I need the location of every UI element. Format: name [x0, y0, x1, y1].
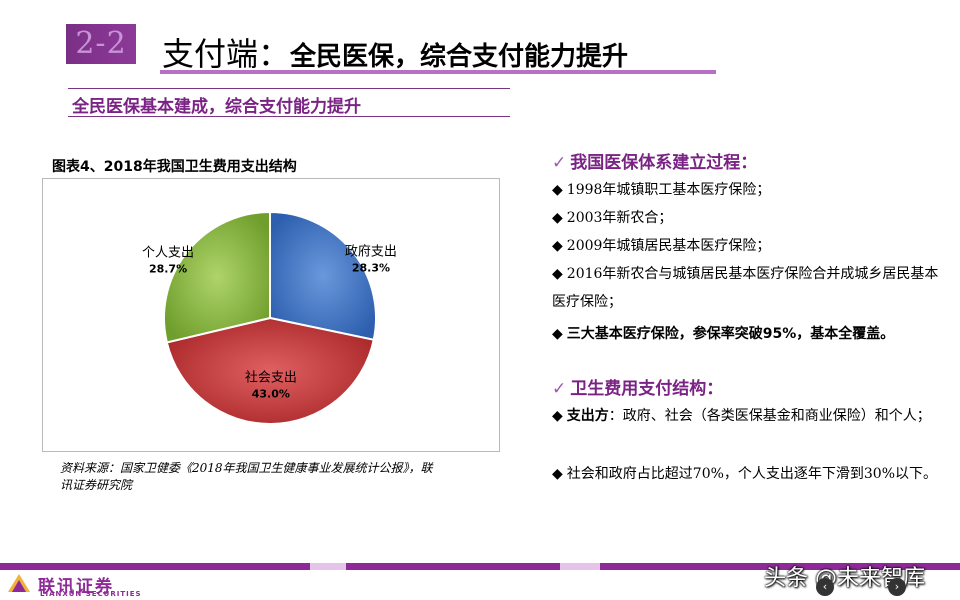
pie-label-3: 个人支出 — [142, 245, 194, 260]
section2-heading: ✓ 卫生费用支付结构： — [552, 374, 723, 399]
pie-chart: 政府支出 28.3% 社会支出 43.0% 个人支出 28.7% — [142, 210, 397, 425]
diamond-bullet-icon: ◆ — [552, 182, 563, 198]
page-title-rest: 全民医保，综合支付能力提升 — [290, 42, 629, 72]
diamond-bullet-icon: ◆ — [552, 466, 563, 482]
footer-accent — [310, 563, 346, 570]
pie-value-3: 28.7% — [149, 262, 187, 275]
next-page-button[interactable]: › — [888, 578, 906, 596]
list-item: ◆ 2009年城镇居民基本医疗保险； — [552, 238, 771, 254]
page-title: 支付端：全民医保，综合支付能力提升 — [162, 32, 628, 82]
diamond-bullet-icon: ◆ — [552, 326, 563, 342]
company-logo-english: LIANXUN SECURITIES — [40, 590, 142, 598]
check-icon: ✓ — [552, 379, 567, 399]
subtitle-rule-top — [68, 88, 510, 89]
pie-slice-2 — [165, 316, 375, 425]
pie-value-2: 43.0% — [252, 388, 290, 401]
list-item: ◆ 2016年新农合与城镇居民基本医疗保险合并成城乡居民基本医疗保险； — [552, 266, 939, 310]
list-item: ◆ 1998年城镇职工基本医疗保险； — [552, 182, 771, 198]
pie-label-2: 社会支出 — [245, 370, 297, 386]
footer-bar — [0, 563, 960, 570]
check-icon: ✓ — [552, 153, 567, 173]
diamond-bullet-icon: ◆ — [552, 238, 563, 254]
chart-title: 图表4、2018年我国卫生费用支出结构 — [52, 159, 297, 175]
company-logo-icon — [8, 574, 30, 592]
title-underline — [160, 70, 716, 74]
pie-value-1: 28.3% — [352, 262, 390, 275]
section1-heading-text: 我国医保体系建立过程： — [570, 153, 758, 173]
pie-slice-1 — [269, 210, 377, 342]
list-item: ◆ 社会和政府占比超过70%，个人支出逐年下滑到30%以下。 — [552, 466, 938, 482]
footer-accent — [560, 563, 600, 570]
subtitle: 全民医保基本建成，综合支付能力提升 — [72, 97, 361, 117]
diamond-bullet-icon: ◆ — [552, 266, 563, 282]
prev-page-button[interactable]: ‹ — [816, 578, 834, 596]
list-item: ◆ 2003年新农合； — [552, 210, 673, 226]
section2-heading-text: 卫生费用支付结构： — [570, 379, 724, 399]
subtitle-rule-bottom — [68, 116, 510, 117]
list-item: ◆ 三大基本医疗保险，参保率突破95%，基本全覆盖。 — [552, 326, 895, 342]
section-number-badge: 2-2 — [66, 24, 136, 64]
pie-slice-3 — [163, 210, 271, 344]
diamond-bullet-icon: ◆ — [552, 408, 563, 424]
diamond-bullet-icon: ◆ — [552, 210, 563, 226]
list-item: ◆ 支出方：政府、社会（各类医保基金和商业保险）和个人； — [552, 408, 931, 424]
company-logo-name: 联讯证券 — [38, 577, 114, 597]
section1-heading: ✓ 我国医保体系建立过程： — [552, 148, 757, 173]
page-title-prefix: 支付端： — [162, 35, 291, 73]
chart-source: 资料来源：国家卫健委《2018年我国卫生健康事业发展统计公报》，联讯证券研究院 — [60, 461, 433, 492]
pie-label-1: 政府支出 — [345, 245, 397, 260]
